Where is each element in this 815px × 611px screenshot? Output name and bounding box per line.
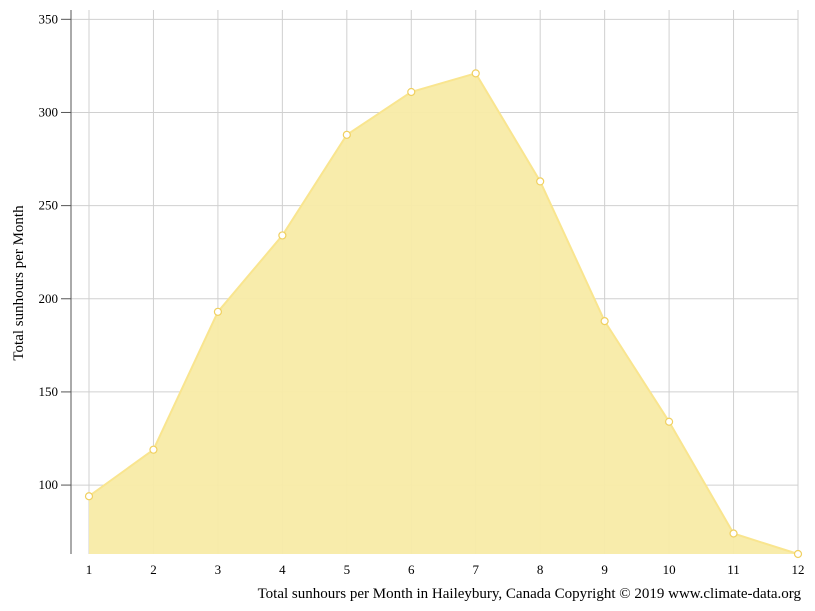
data-markers bbox=[84, 69, 803, 559]
area-fill bbox=[89, 73, 798, 554]
data-point bbox=[342, 130, 351, 139]
y-tick-label: 350 bbox=[39, 11, 59, 26]
x-tick-label: 4 bbox=[279, 562, 286, 577]
axes bbox=[61, 10, 72, 554]
data-point bbox=[471, 69, 480, 78]
x-tick-label: 10 bbox=[663, 562, 676, 577]
y-tick-label: 250 bbox=[39, 198, 59, 213]
data-point bbox=[729, 529, 738, 538]
area-series bbox=[88, 72, 799, 555]
x-tick-label: 3 bbox=[215, 562, 222, 577]
x-tick-label: 9 bbox=[601, 562, 608, 577]
data-point bbox=[407, 87, 416, 97]
x-tick-label: 5 bbox=[344, 562, 351, 577]
x-tick-labels: 1 2 3 4 5 6 7 8 9 10 11 12 bbox=[86, 562, 805, 577]
y-tick-label: 300 bbox=[39, 104, 59, 119]
data-point bbox=[536, 177, 545, 186]
y-axis-title: Total sunhours per Month bbox=[11, 205, 27, 361]
y-tick-label: 150 bbox=[39, 384, 59, 399]
x-tick-label: 7 bbox=[472, 562, 479, 577]
data-point bbox=[213, 307, 223, 316]
x-tick-label: 1 bbox=[86, 562, 93, 577]
data-point bbox=[793, 549, 803, 559]
data-point bbox=[84, 492, 94, 501]
data-point bbox=[664, 417, 674, 426]
data-point bbox=[149, 445, 158, 454]
y-tick-labels: 100 150 200 250 300 350 bbox=[39, 11, 59, 492]
x-tick-label: 6 bbox=[408, 562, 415, 577]
data-point bbox=[278, 231, 287, 240]
x-tick-label: 8 bbox=[537, 562, 544, 577]
x-tick-label: 11 bbox=[727, 562, 740, 577]
y-tick-label: 200 bbox=[39, 291, 59, 306]
y-tick-label: 100 bbox=[39, 477, 59, 492]
chart-caption: Total sunhours per Month in Haileybury, … bbox=[258, 586, 802, 602]
x-tick-label: 12 bbox=[792, 562, 805, 577]
series-line bbox=[88, 72, 799, 555]
x-tick-label: 2 bbox=[150, 562, 157, 577]
data-point bbox=[600, 317, 609, 326]
